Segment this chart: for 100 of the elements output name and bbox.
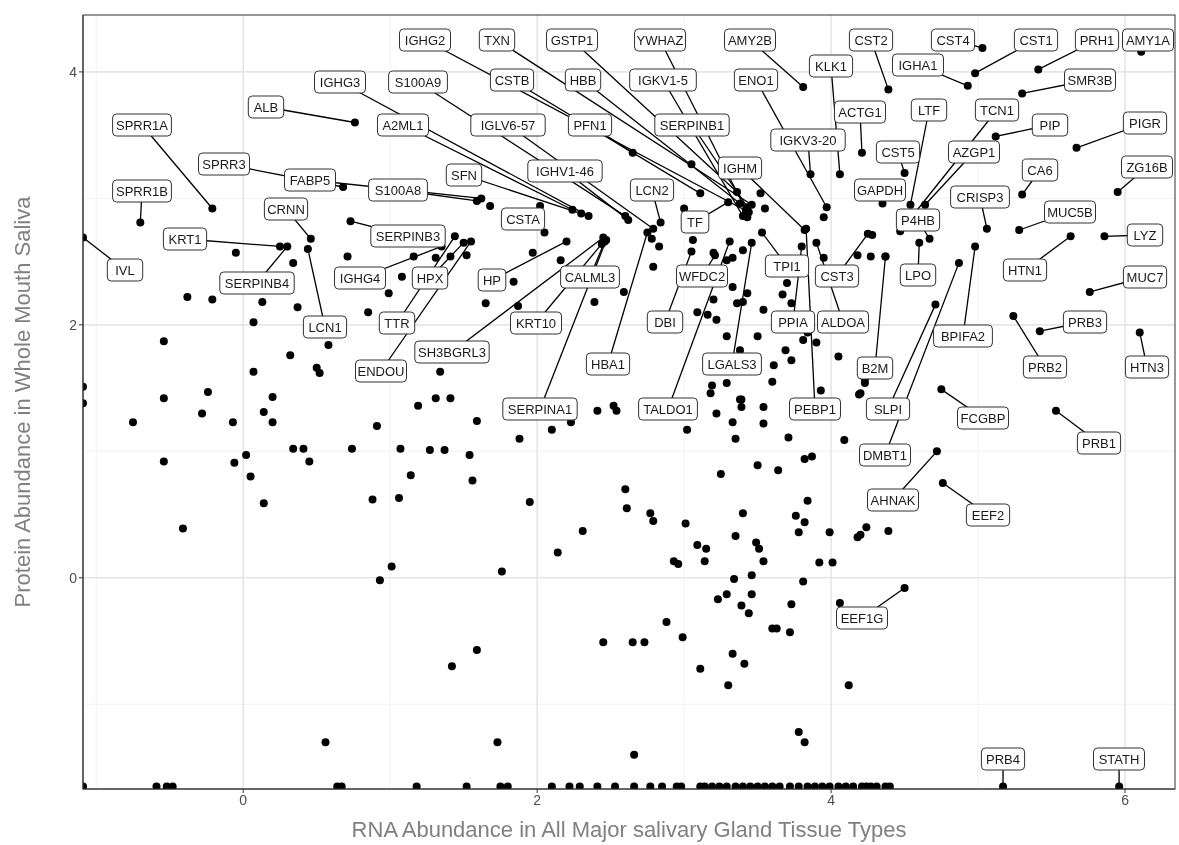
annotation: LCN2 bbox=[635, 183, 669, 198]
x-axis-title: RNA Abundance in All Major salivary Gland Tissue Types bbox=[351, 817, 907, 842]
x-tick-label: 4 bbox=[827, 791, 836, 808]
y-tick-label: 2 bbox=[69, 316, 78, 333]
annotation: IGHM bbox=[723, 161, 757, 176]
annotation: IGLV6-57 bbox=[480, 118, 536, 133]
annotation: ACTG1 bbox=[838, 105, 882, 120]
y-tick-label: 4 bbox=[69, 63, 78, 80]
annotation: ZG16B bbox=[1126, 160, 1168, 175]
annotation: LPO bbox=[904, 268, 932, 283]
annotation: IGKV1-5 bbox=[638, 73, 688, 88]
annotation: HTN1 bbox=[1008, 263, 1042, 278]
annotation: PIGR bbox=[1129, 116, 1161, 131]
annotation: TCN1 bbox=[980, 103, 1014, 118]
annotation: IVL bbox=[115, 263, 135, 278]
annotation: AZGP1 bbox=[952, 145, 996, 160]
annotation: IGHG3 bbox=[319, 75, 361, 90]
annotation: GSTP1 bbox=[550, 33, 594, 48]
annotation: SERPINB4 bbox=[224, 276, 290, 291]
annotation: ALB bbox=[253, 100, 279, 115]
annotation: LGALS3 bbox=[707, 357, 757, 372]
annotation: KRT10 bbox=[515, 316, 557, 331]
annotation: HBA1 bbox=[591, 357, 625, 372]
annotation: DBI bbox=[654, 315, 676, 330]
annotation: PIP bbox=[1039, 118, 1061, 133]
annotation: LCN1 bbox=[308, 320, 342, 335]
annotation: SPRR1B bbox=[115, 184, 169, 199]
annotation: SH3BGRL3 bbox=[418, 345, 486, 360]
annotation: TXN bbox=[484, 33, 510, 48]
annotation: CRNN bbox=[267, 202, 305, 217]
annotation: LTF bbox=[917, 103, 941, 118]
annotation: CRISP3 bbox=[956, 190, 1004, 205]
annotation: SFN bbox=[451, 168, 477, 183]
annotation: S100A8 bbox=[374, 183, 422, 198]
annotation: CST5 bbox=[881, 145, 915, 160]
annotation: IGHA1 bbox=[898, 58, 938, 73]
annotation: S100A9 bbox=[394, 75, 442, 90]
annotation: CST4 bbox=[936, 33, 970, 48]
annotation: DMBT1 bbox=[862, 448, 908, 463]
y-axis-title: Protein Abundance in Whole Mouth Saliva bbox=[10, 195, 35, 608]
annotation: AMY1A bbox=[1125, 33, 1171, 48]
annotation: TALDO1 bbox=[643, 402, 693, 417]
annotation: PEBP1 bbox=[794, 402, 836, 417]
annotation: PRH1 bbox=[1079, 33, 1115, 48]
x-tick-label: 0 bbox=[239, 791, 248, 808]
annotation: IGHG4 bbox=[339, 271, 381, 286]
annotation: WFDC2 bbox=[678, 269, 726, 284]
annotation: TPI1 bbox=[773, 259, 801, 274]
annotation: EEF1G bbox=[840, 611, 884, 626]
annotation: P4HB bbox=[901, 213, 935, 228]
annotation: A2ML1 bbox=[382, 118, 424, 133]
annotation: SERPINB3 bbox=[375, 229, 441, 244]
x-tick-label: 6 bbox=[1121, 791, 1130, 808]
annotation: YWHAZ bbox=[636, 33, 684, 48]
annotation: PRB3 bbox=[1068, 315, 1102, 330]
annotation: HBB bbox=[569, 73, 597, 88]
annotation: SMR3B bbox=[1067, 73, 1113, 88]
annotation: KRT1 bbox=[168, 232, 202, 247]
annotation: MUC5B bbox=[1047, 205, 1093, 220]
annotation: PRB1 bbox=[1082, 436, 1116, 451]
annotation: PRB2 bbox=[1028, 360, 1062, 375]
annotation: SPRR1A bbox=[115, 118, 169, 133]
annotation: FABP5 bbox=[289, 173, 331, 188]
annotation: SERPINA1 bbox=[507, 402, 573, 417]
annotation: TTR bbox=[384, 316, 410, 331]
annotation: B2M bbox=[861, 361, 889, 376]
annotation: CSTB bbox=[494, 73, 530, 88]
annotation: HTN3 bbox=[1130, 360, 1164, 375]
annotation: EEF2 bbox=[971, 508, 1005, 523]
annotation: STATH bbox=[1098, 752, 1140, 767]
annotation: PRB4 bbox=[986, 752, 1020, 767]
annotation: AHNAK bbox=[870, 493, 916, 508]
annotation: IGKV3-20 bbox=[779, 133, 837, 148]
annotation: KLK1 bbox=[815, 59, 847, 74]
annotation: CST1 bbox=[1019, 33, 1053, 48]
annotation: LYZ bbox=[1133, 228, 1157, 243]
annotation: CST3 bbox=[820, 269, 854, 284]
annotation: CALML3 bbox=[564, 270, 616, 285]
annotation: CSTA bbox=[506, 212, 541, 227]
annotation: TF bbox=[687, 215, 703, 230]
annotation: PPIA bbox=[778, 315, 809, 330]
annotation: BPIFA2 bbox=[940, 329, 986, 344]
annotation: SPRR3 bbox=[202, 157, 246, 172]
annotation: CA6 bbox=[1027, 163, 1053, 178]
annotation: ENDOU bbox=[357, 364, 405, 379]
annotation: HPX bbox=[416, 271, 444, 286]
annotation: ENO1 bbox=[738, 73, 774, 88]
annotation: IGHG2 bbox=[404, 33, 446, 48]
y-tick-label: 0 bbox=[69, 569, 78, 586]
annotation: MUC7 bbox=[1126, 270, 1164, 285]
annotation: SERPINB1 bbox=[659, 118, 725, 133]
annotation: PFN1 bbox=[573, 118, 607, 133]
annotation: ALDOA bbox=[820, 315, 866, 330]
annotation: AMY2B bbox=[727, 33, 773, 48]
annotation: IGHV1-46 bbox=[536, 164, 594, 179]
annotation: CST2 bbox=[854, 33, 888, 48]
annotation: FCGBP bbox=[960, 411, 1006, 426]
annotation: GAPDH bbox=[856, 183, 904, 198]
x-tick-label: 2 bbox=[533, 791, 542, 808]
annotation: SLPI bbox=[873, 402, 903, 417]
